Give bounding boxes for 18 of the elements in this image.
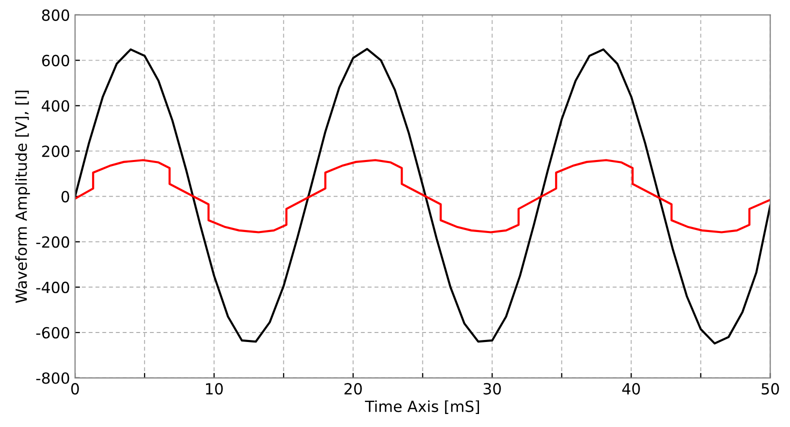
y-tick-label: 800 — [42, 9, 70, 21]
y-axis-title: Waveform Amplitude [V], [I] — [15, 90, 30, 303]
y-tick-label: -600 — [36, 326, 70, 339]
x-tick-label: 20 — [344, 383, 362, 395]
y-tick-label: 200 — [42, 146, 70, 158]
y-tick-label: -200 — [36, 236, 70, 248]
y-tick-label: -800 — [36, 372, 70, 384]
x-tick-label: 50 — [762, 383, 779, 395]
x-tick-label: 30 — [484, 383, 501, 395]
y-tick-label: -400 — [36, 282, 70, 294]
y-tick-label: 400 — [42, 100, 70, 112]
y-tick-label: 600 — [42, 54, 70, 66]
y-tick-label: 0 — [61, 190, 70, 202]
x-tick-label: 40 — [622, 383, 640, 395]
x-axis-title: Time Axis [mS] — [364, 400, 479, 414]
line-series — [75, 159, 770, 234]
x-tick-label: 10 — [206, 383, 223, 395]
x-tick-label: 0 — [71, 383, 79, 395]
